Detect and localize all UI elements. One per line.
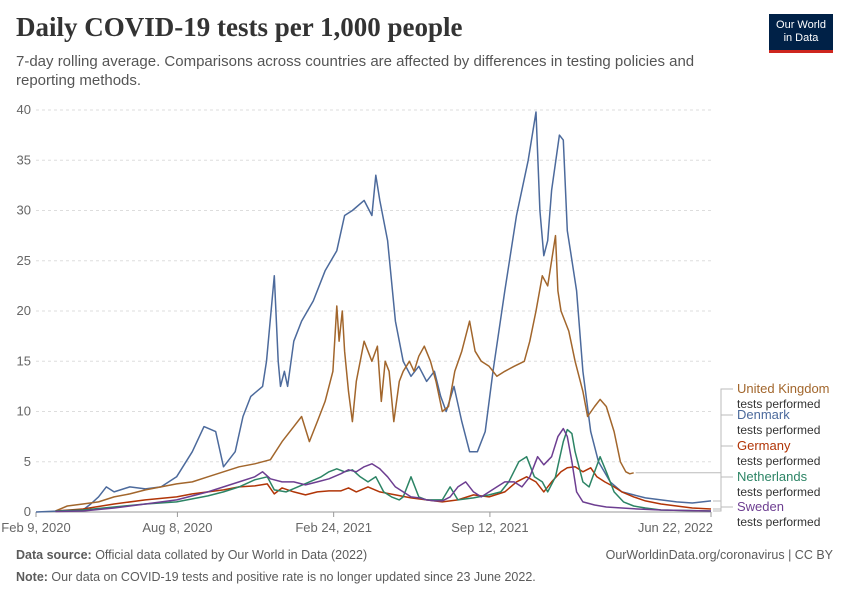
legend-sublabel: tests performed	[737, 454, 820, 468]
owid-logo[interactable]: Our World in Data	[769, 14, 833, 53]
y-tick-label: 0	[24, 504, 31, 519]
legend-connector	[713, 506, 733, 512]
legend-sublabel: tests performed	[737, 423, 820, 437]
legend-label: United Kingdom	[737, 381, 830, 396]
y-tick-label: 20	[17, 303, 31, 318]
logo-line-1: Our World	[776, 19, 826, 31]
credit-link[interactable]: OurWorldinData.org/coronavirus | CC BY	[605, 548, 833, 562]
legend-label: Sweden	[737, 499, 784, 514]
y-tick-label: 35	[17, 152, 31, 167]
legend-sublabel: tests performed	[737, 485, 820, 499]
source-text: Official data collated by Our World in D…	[91, 548, 368, 562]
chart-subtitle: 7-day rolling average. Comparisons acros…	[16, 53, 695, 89]
legend-label: Netherlands	[737, 469, 808, 484]
legend-connector	[635, 388, 733, 474]
y-tick-label: 25	[17, 253, 31, 268]
x-tick-label: Aug 8, 2020	[142, 520, 212, 535]
y-tick-label: 15	[17, 353, 31, 368]
legend-connector	[713, 414, 733, 502]
y-tick-label: 40	[17, 102, 31, 117]
x-tick-label: Feb 24, 2021	[295, 520, 372, 535]
logo-line-2: in Data	[783, 32, 819, 44]
legend-connector	[713, 476, 733, 512]
line-chart: 0 5 10 15 20 25 30 35 40 Feb 9, 2020 Aug 8, 2020 Fe…	[1, 102, 830, 535]
legend-label: Germany	[737, 438, 791, 453]
y-tick-label: 5	[24, 454, 31, 469]
note-label: Note:	[16, 570, 48, 584]
x-tick-label: Feb 9, 2020	[1, 520, 70, 535]
legend-label: Denmark	[737, 407, 790, 422]
x-tick-label: Jun 22, 2022	[638, 520, 713, 535]
source-label: Data source:	[16, 548, 92, 562]
series-line-united-kingdom	[55, 234, 634, 512]
note-text: Our data on COVID-19 tests and positive …	[47, 570, 536, 584]
legend-sublabel: tests performed	[737, 397, 820, 411]
legend-sublabel: tests performed	[737, 515, 820, 529]
series-line-denmark	[35, 111, 712, 513]
y-tick-label: 10	[17, 404, 31, 419]
x-tick-label: Sep 12, 2021	[451, 520, 528, 535]
data-source: Data source: Official data collated by O…	[16, 548, 367, 562]
series-line-sweden	[55, 427, 712, 513]
chart-title: Daily COVID-19 tests per 1,000 people	[16, 12, 463, 42]
data-note: Note: Our data on COVID-19 tests and pos…	[16, 570, 536, 584]
y-tick-label: 30	[17, 203, 31, 218]
